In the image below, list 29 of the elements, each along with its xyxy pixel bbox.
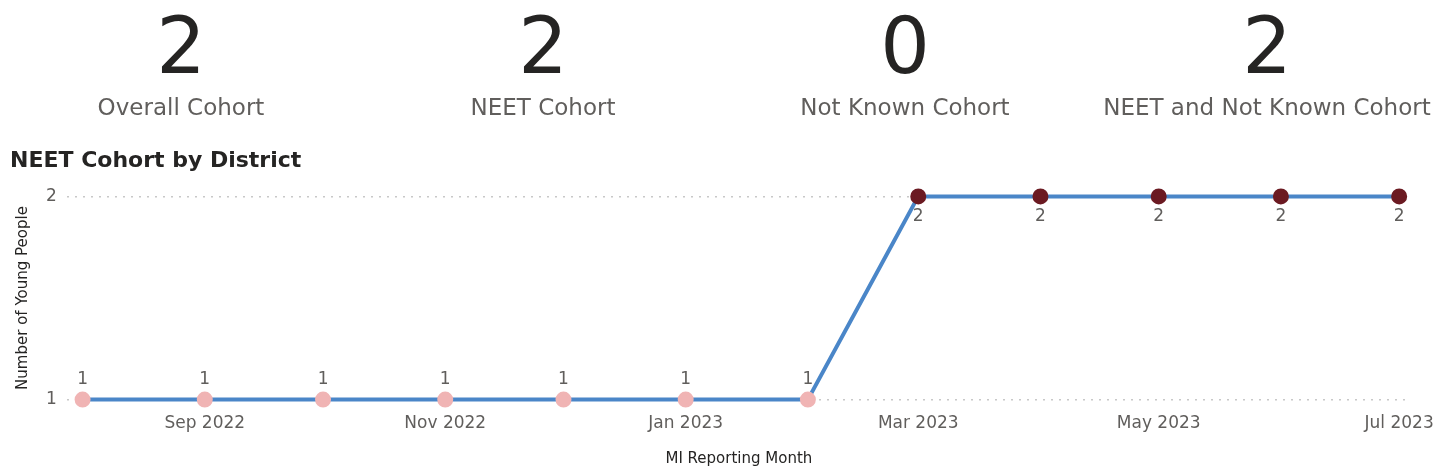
x-tick-label: Jul 2023 — [1363, 412, 1434, 433]
x-tick-label: May 2023 — [1116, 412, 1201, 433]
category-label: NEET Cohort — [469, 94, 617, 120]
data-label: 1 — [439, 367, 451, 388]
data-label: 2 — [912, 205, 924, 226]
data-label: 2 — [517, 0, 569, 92]
data-label: 1 — [77, 367, 88, 388]
data-label: 1 — [199, 367, 211, 388]
data-label: 1 — [558, 367, 569, 388]
category-label: Overall Cohort — [96, 94, 266, 120]
y-axis-title: Number of Young People — [12, 206, 31, 390]
data-label: 2 — [155, 0, 207, 92]
data-label: 2 — [1153, 205, 1165, 226]
category-label: Not Known Cohort — [799, 94, 1011, 120]
data-label: 0 — [879, 0, 931, 92]
x-tick-label: Jan 2023 — [647, 412, 724, 433]
x-axis-title: MI Reporting Month — [665, 448, 813, 467]
x-tick-label: Sep 2022 — [164, 412, 246, 433]
data-label: 1 — [680, 367, 692, 388]
chart-title: NEET Cohort by District — [10, 146, 302, 172]
data-label: 1 — [317, 367, 329, 388]
data-label: 2 — [1275, 205, 1287, 226]
category-label: NEET and Not Known Cohort — [1102, 94, 1432, 120]
data-label: 2 — [1241, 0, 1293, 92]
data-label: 2 — [1035, 205, 1046, 226]
data-label: 1 — [802, 367, 814, 388]
x-tick-label: Nov 2022 — [404, 412, 487, 433]
data-label: 2 — [1393, 205, 1405, 226]
x-tick-label: Mar 2023 — [877, 412, 959, 433]
